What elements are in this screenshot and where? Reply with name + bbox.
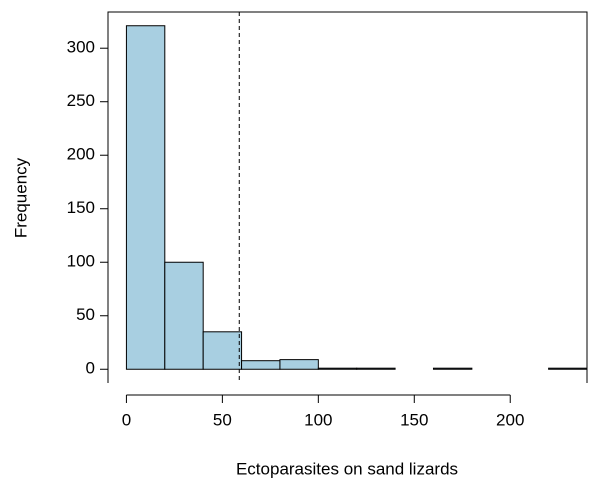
x-tick-label: 100 [304,410,332,429]
y-tick-label: 150 [67,198,95,217]
x-tick-label: 50 [213,410,232,429]
y-tick-label: 100 [67,252,95,271]
y-tick-label: 250 [67,91,95,110]
x-tick-label: 150 [400,410,428,429]
y-tick-label: 50 [76,305,95,324]
bar [279,359,319,370]
bar [317,367,358,370]
y-tick-label: 300 [67,38,95,57]
bar [356,367,396,370]
y-tick-label: 0 [86,359,95,378]
y-axis-title: Frequency [11,157,30,238]
bar [548,367,588,370]
bar [202,331,243,370]
bar [125,25,166,370]
y-tick-label: 200 [67,145,95,164]
plot-frame [107,11,588,383]
bar [432,367,473,370]
x-axis-title: Ectoparasites on sand lizards [236,459,458,478]
bar [241,360,281,370]
bar [164,261,204,370]
x-tick-label: 0 [122,410,131,429]
x-tick-label: 200 [496,410,524,429]
